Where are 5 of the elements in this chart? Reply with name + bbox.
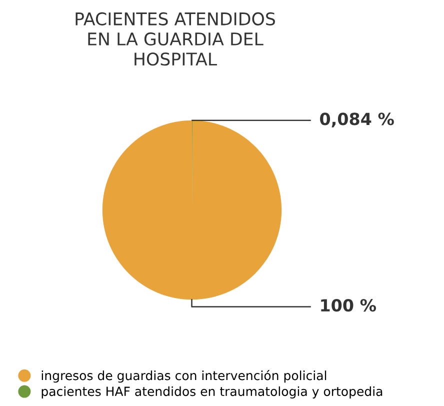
data-label: 100 % — [321, 298, 376, 312]
legend-label: ingresos de guardias con intervención policial — [42, 370, 326, 383]
legend-label: pacientes HAF atendidos en traumatologia y ortopedia — [42, 386, 382, 398]
chart-title: PACIENTES ATENDIDOS EN LA GUARDIA DEL HOSPITAL — [76, 12, 275, 66]
data-label: 0,084 % — [320, 112, 394, 128]
